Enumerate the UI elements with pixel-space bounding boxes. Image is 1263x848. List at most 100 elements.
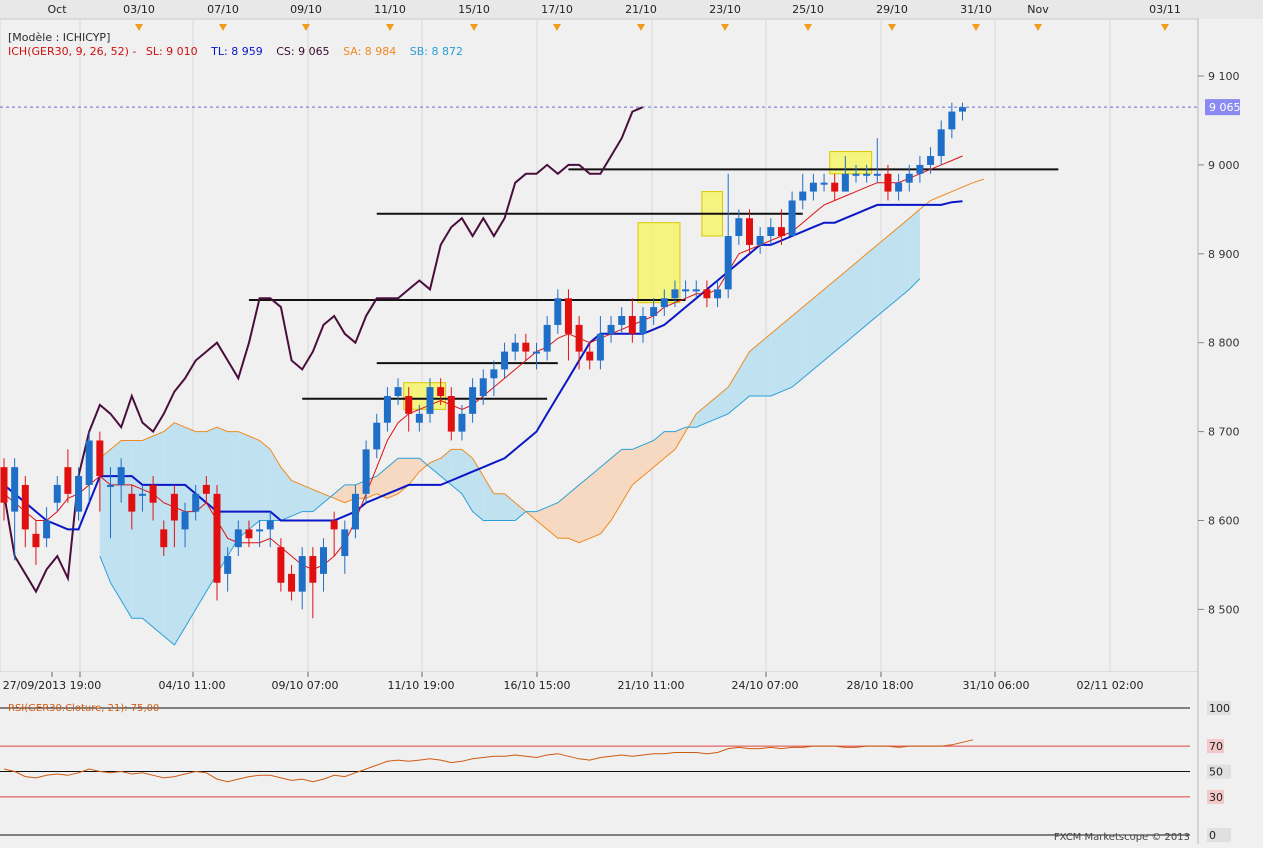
candle-body[interactable]	[160, 529, 168, 548]
event-marker-icon[interactable]	[553, 24, 561, 31]
candle-body[interactable]	[905, 173, 913, 183]
candle-body[interactable]	[298, 556, 306, 592]
candle-body[interactable]	[32, 533, 40, 548]
candle-body[interactable]	[53, 484, 61, 503]
candle-body[interactable]	[415, 413, 423, 423]
candle-body[interactable]	[320, 547, 327, 574]
event-marker-icon[interactable]	[386, 24, 394, 31]
candle-body[interactable]	[362, 449, 370, 494]
event-marker-icon[interactable]	[302, 24, 310, 31]
candle-body[interactable]	[735, 218, 743, 237]
candle-body[interactable]	[288, 573, 296, 592]
event-marker-icon[interactable]	[219, 24, 227, 31]
event-marker-icon[interactable]	[804, 24, 812, 31]
candle-body[interactable]	[107, 484, 114, 487]
candle-body[interactable]	[927, 156, 935, 165]
candle-body[interactable]	[469, 387, 477, 414]
candle-body[interactable]	[394, 387, 402, 397]
candle-body[interactable]	[405, 396, 413, 414]
candle-body[interactable]	[724, 236, 732, 290]
candle-body[interactable]	[682, 289, 690, 292]
candle-body[interactable]	[479, 378, 487, 397]
candle-body[interactable]	[64, 467, 72, 494]
event-marker-icon[interactable]	[1034, 24, 1042, 31]
candle-body[interactable]	[639, 316, 647, 334]
candle-body[interactable]	[224, 556, 232, 574]
candle-body[interactable]	[213, 493, 221, 583]
candle-body[interactable]	[11, 467, 19, 512]
candle-body[interactable]	[117, 467, 125, 485]
candle-body[interactable]	[799, 191, 807, 201]
candle-body[interactable]	[437, 387, 445, 397]
candle-body[interactable]	[96, 440, 104, 477]
candle-body[interactable]	[586, 351, 594, 361]
candle-body[interactable]	[948, 111, 956, 130]
candle-body[interactable]	[21, 484, 29, 530]
candle-body[interactable]	[266, 520, 274, 530]
candle-body[interactable]	[703, 289, 711, 299]
candle-body[interactable]	[841, 173, 849, 192]
candle-body[interactable]	[777, 227, 785, 237]
candle-body[interactable]	[831, 182, 839, 192]
candle-body[interactable]	[692, 289, 700, 292]
candle-body[interactable]	[522, 342, 530, 352]
candle-body[interactable]	[234, 529, 242, 548]
candle-body[interactable]	[341, 529, 349, 557]
candle-body[interactable]	[809, 182, 817, 192]
candle-body[interactable]	[820, 182, 828, 185]
candle-body[interactable]	[256, 529, 264, 532]
candle-body[interactable]	[628, 316, 636, 334]
candle-body[interactable]	[458, 413, 466, 432]
candle-body[interactable]	[596, 333, 604, 361]
candle-body[interactable]	[959, 107, 966, 112]
candle-body[interactable]	[351, 493, 359, 530]
candle-body[interactable]	[618, 316, 626, 325]
candle-body[interactable]	[895, 182, 903, 192]
candle-body[interactable]	[916, 164, 924, 174]
candle-body[interactable]	[85, 440, 93, 485]
candle-body[interactable]	[884, 173, 892, 192]
candle-body[interactable]	[383, 396, 391, 423]
event-marker-icon[interactable]	[721, 24, 729, 31]
candle-body[interactable]	[277, 547, 285, 583]
candle-body[interactable]	[746, 218, 753, 245]
candle-body[interactable]	[128, 493, 136, 512]
candle-body[interactable]	[607, 324, 615, 334]
candle-body[interactable]	[426, 387, 434, 414]
candle-body[interactable]	[181, 511, 189, 530]
candle-body[interactable]	[660, 298, 668, 308]
event-marker-icon[interactable]	[637, 24, 645, 31]
rsi-plot-area[interactable]	[0, 702, 1198, 844]
candle-body[interactable]	[0, 467, 8, 503]
candle-body[interactable]	[501, 351, 509, 370]
candle-body[interactable]	[937, 129, 945, 157]
event-marker-icon[interactable]	[1161, 24, 1169, 31]
candle-body[interactable]	[309, 556, 317, 583]
candle-body[interactable]	[650, 307, 658, 317]
candle-body[interactable]	[554, 298, 562, 325]
candle-body[interactable]	[149, 484, 157, 503]
candle-body[interactable]	[170, 493, 178, 521]
candle-body[interactable]	[575, 324, 583, 352]
highlight-box[interactable]	[829, 151, 873, 175]
candle-body[interactable]	[714, 289, 722, 299]
candle-body[interactable]	[873, 173, 881, 176]
candle-body[interactable]	[202, 484, 210, 494]
candle-body[interactable]	[138, 493, 146, 496]
candle-body[interactable]	[373, 422, 381, 450]
candle-body[interactable]	[767, 227, 775, 237]
event-marker-icon[interactable]	[135, 24, 143, 31]
candle-body[interactable]	[863, 173, 871, 176]
candle-body[interactable]	[75, 476, 83, 512]
candle-body[interactable]	[245, 529, 253, 539]
candle-body[interactable]	[511, 342, 519, 352]
candle-body[interactable]	[43, 520, 51, 539]
candle-body[interactable]	[192, 493, 200, 512]
candle-body[interactable]	[852, 173, 860, 176]
candle-body[interactable]	[490, 369, 498, 379]
candle-body[interactable]	[671, 289, 679, 299]
event-marker-icon[interactable]	[470, 24, 478, 31]
candle-body[interactable]	[533, 351, 540, 354]
candle-body[interactable]	[788, 200, 796, 237]
candle-body[interactable]	[447, 396, 455, 432]
